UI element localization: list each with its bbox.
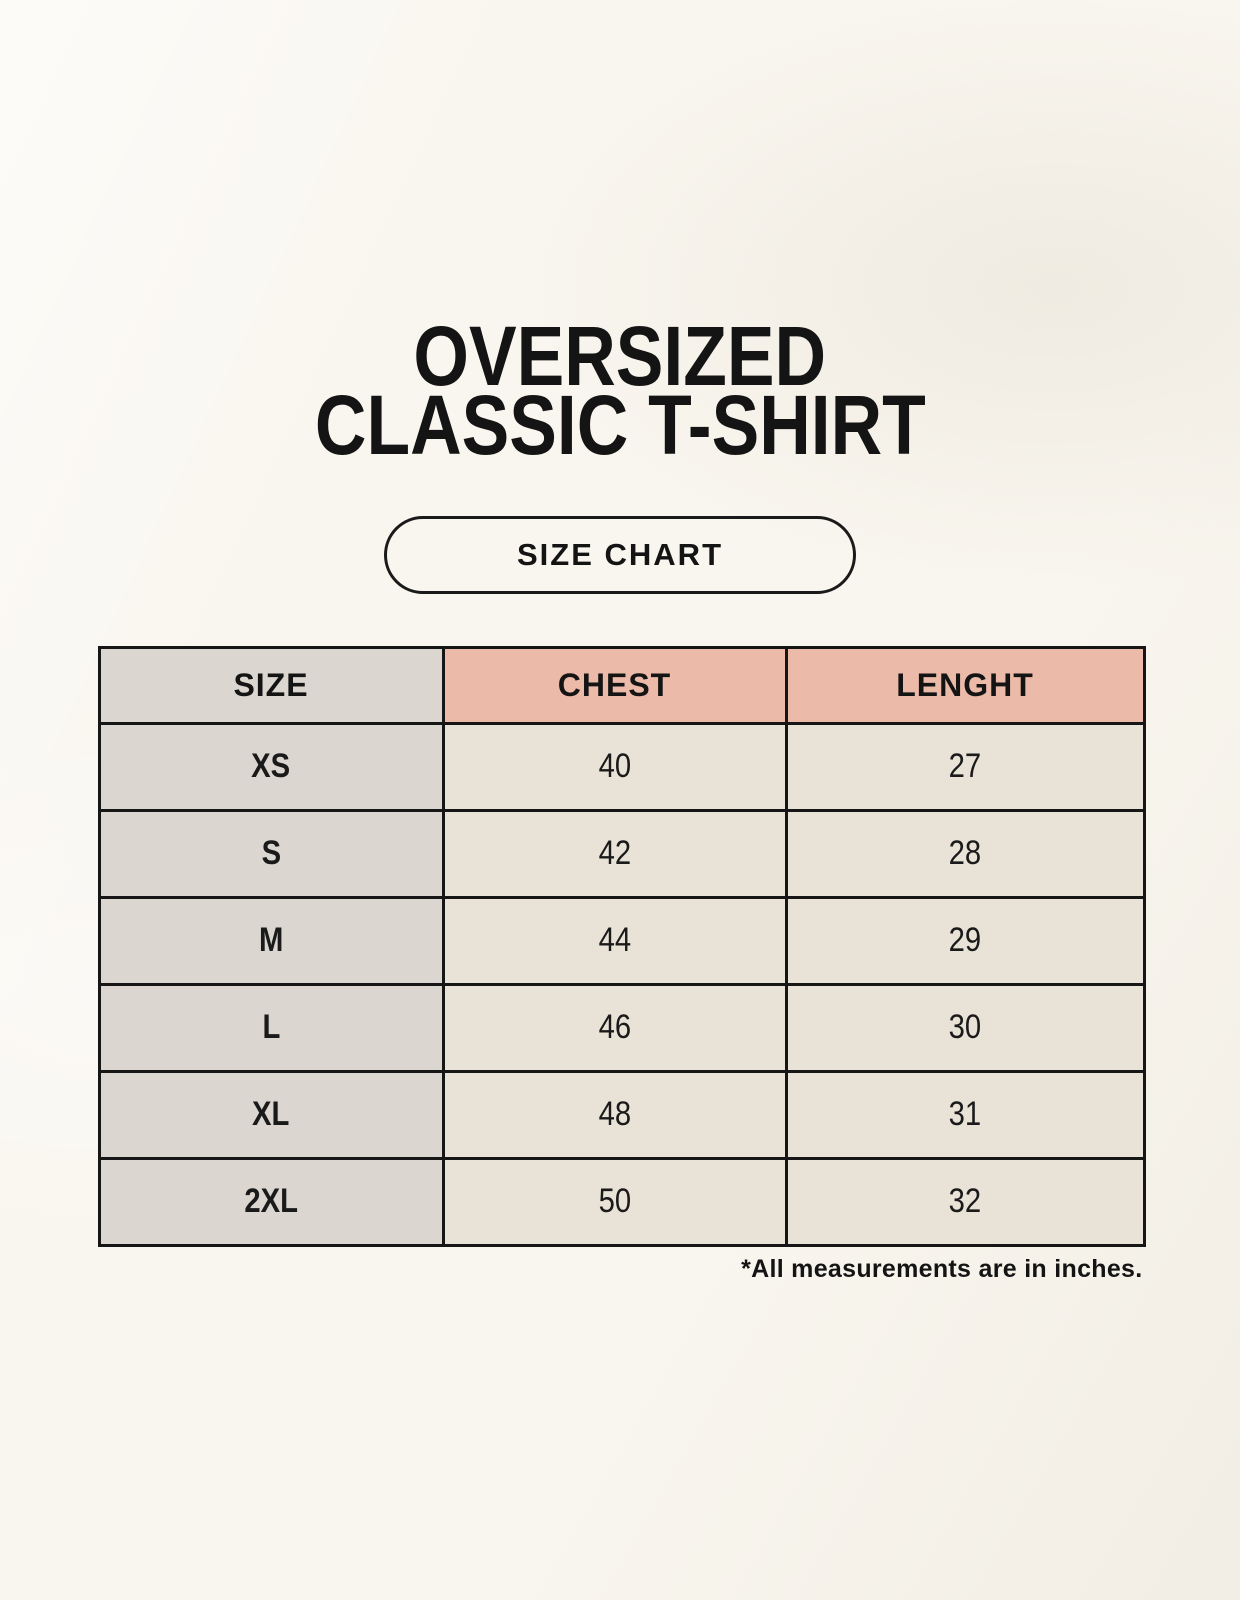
- size-chart-button-label: SIZE CHART: [517, 536, 723, 572]
- size-cell: M: [97, 895, 445, 986]
- length-cell: 31: [784, 1069, 1146, 1160]
- size-cell: S: [97, 808, 445, 899]
- chest-cell: 50: [441, 1156, 788, 1247]
- product-title-line2: CLASSIC T-SHIRT: [314, 377, 926, 472]
- size-chart-button-row: SIZE CHART: [0, 515, 1240, 594]
- length-cell: 28: [784, 808, 1146, 899]
- length-cell: 30: [784, 982, 1146, 1073]
- table-row-xs: XS 40 27: [97, 721, 1146, 812]
- table-row-s: S 42 28: [97, 808, 1146, 899]
- product-title-line1: OVERSIZED: [413, 309, 827, 403]
- length-cell: 32: [784, 1156, 1146, 1247]
- chest-cell: 42: [441, 808, 788, 899]
- table-row-m: M 44 29: [97, 895, 1146, 986]
- size-column-header: SIZE: [97, 645, 445, 725]
- measurements-footnote: *All measurements are in inches.: [741, 1254, 1143, 1283]
- size-cell: XL: [97, 1069, 445, 1160]
- chest-cell: 46: [441, 982, 788, 1073]
- chest-cell: 40: [441, 721, 788, 812]
- size-cell: 2XL: [97, 1156, 445, 1247]
- header-row: SIZE CHEST LENGHT: [97, 645, 1146, 725]
- length-cell: 29: [784, 895, 1146, 986]
- table-row-2xl: 2XL 50 32: [97, 1156, 1146, 1247]
- size-cell: XS: [97, 721, 445, 812]
- length-cell: 27: [784, 721, 1146, 812]
- table-row-xl: XL 48 31: [97, 1069, 1146, 1160]
- size-chart-button[interactable]: SIZE CHART: [384, 515, 856, 594]
- product-title: OVERSIZED CLASSIC T-SHIRT: [0, 0, 1240, 472]
- chest-cell: 48: [441, 1069, 788, 1160]
- chest-column-header: CHEST: [441, 645, 788, 725]
- length-column-header: LENGHT: [784, 645, 1146, 725]
- size-table-header: SIZE CHEST LENGHT: [97, 645, 1146, 725]
- size-table-body: XS 40 27 S 42 28 M 44 29 L: [97, 721, 1146, 1247]
- table-row-l: L 46 30: [97, 982, 1146, 1073]
- chest-cell: 44: [441, 895, 788, 986]
- size-table: SIZE CHEST LENGHT XS 40 27 S 42 28: [97, 645, 1146, 1247]
- size-table-container: SIZE CHEST LENGHT XS 40 27 S 42 28: [97, 645, 1146, 1284]
- size-cell: L: [97, 982, 445, 1073]
